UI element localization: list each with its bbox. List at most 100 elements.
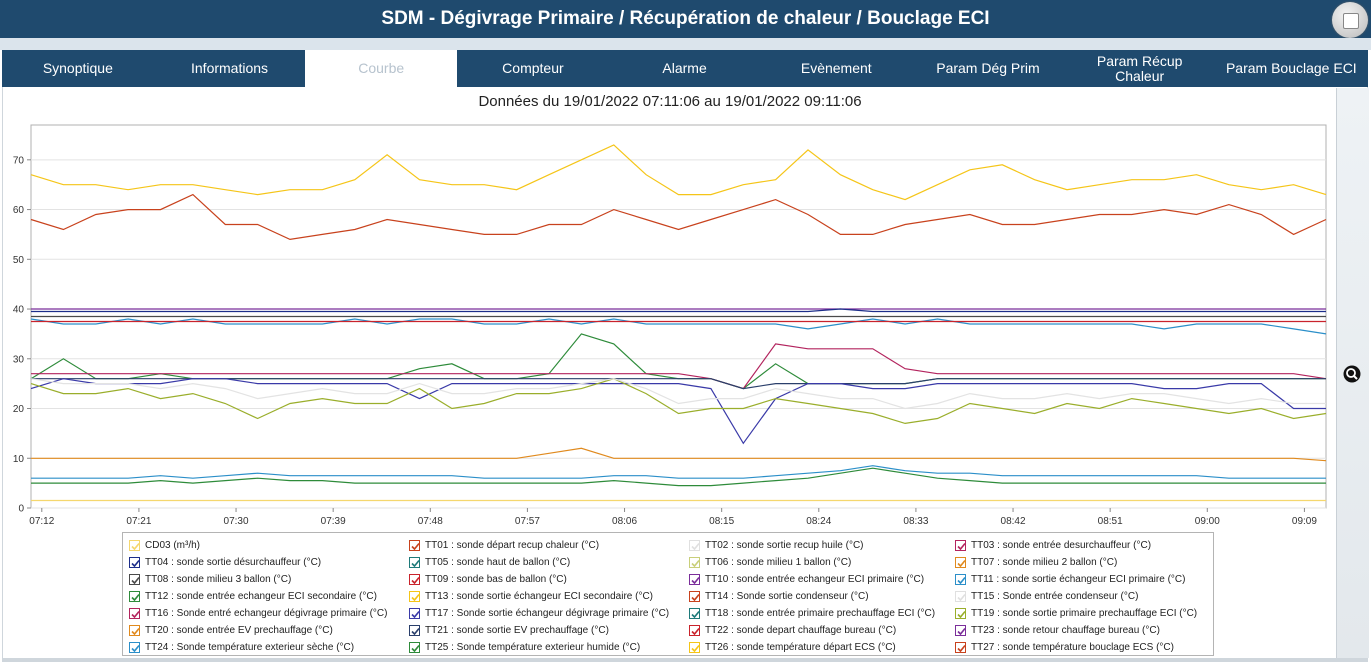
legend-label: TT17 : Sonde sortie échangeur dégivrage … — [425, 607, 670, 619]
tab-bar: Synoptique Informations Courbe Compteur Alar… — [2, 50, 1368, 87]
legend-item[interactable]: TT04 : sonde sortie désurchauffeur (°C) — [129, 554, 321, 570]
legend-item[interactable]: TT15 : Sonde entrée condenseur (°C) — [955, 588, 1138, 604]
tab-param-bouclage-eci[interactable]: Param Bouclage ECI — [1225, 60, 1357, 76]
legend-label: TT02 : sonde sortie recup huile (°C) — [705, 539, 864, 551]
checkbox-icon[interactable] — [129, 607, 140, 619]
legend-item[interactable]: TT11 : sonde sortie échangeur ECI primai… — [955, 571, 1185, 587]
checkbox-icon[interactable] — [955, 556, 966, 568]
legend-label: TT25 : Sonde température exterieur humid… — [425, 641, 641, 653]
legend-label: TT04 : sonde sortie désurchauffeur (°C) — [145, 556, 322, 568]
legend-label: TT05 : sonde haut de ballon (°C) — [425, 556, 571, 568]
legend-label: TT24 : Sonde température exterieur sèche… — [145, 641, 355, 653]
legend-label: CD03 (m³/h) — [145, 539, 201, 551]
legend-item[interactable]: TT13 : sonde sortie échangeur ECI second… — [409, 588, 653, 604]
tab-param-d-g-prim[interactable]: Param Dég Prim — [936, 60, 1040, 76]
x-tick-label: 07:21 — [126, 516, 151, 527]
legend-item[interactable]: TT18 : sonde entrée primaire prechauffag… — [689, 605, 935, 621]
legend-item[interactable]: TT21 : sonde sortie EV prechauffage (°C) — [409, 622, 609, 638]
legend-label: TT16 : Sonde entré echangeur dégivrage p… — [145, 607, 388, 619]
legend-label: TT20 : sonde entrée EV prechauffage (°C) — [145, 624, 333, 636]
legend-label: TT03 : sonde entrée desurchauffeur (°C) — [971, 539, 1152, 551]
checkbox-icon[interactable] — [129, 573, 140, 585]
legend-item[interactable]: TT07 : sonde milieu 2 ballon (°C) — [955, 554, 1117, 570]
legend-item[interactable]: TT02 : sonde sortie recup huile (°C) — [689, 537, 864, 553]
legend-item[interactable]: TT16 : Sonde entré echangeur dégivrage p… — [129, 605, 387, 621]
tab-ev-nement[interactable]: Evènement — [800, 60, 872, 76]
restore-icon — [1343, 13, 1359, 29]
checkbox-icon[interactable] — [409, 590, 420, 602]
legend-item[interactable]: TT17 : Sonde sortie échangeur dégivrage … — [409, 605, 669, 621]
legend-item[interactable]: TT03 : sonde entrée desurchauffeur (°C) — [955, 537, 1151, 553]
tab-synoptique[interactable]: Synoptique — [42, 60, 113, 76]
checkbox-icon[interactable] — [409, 539, 420, 551]
checkbox-icon[interactable] — [409, 556, 420, 568]
magnifier-icon[interactable] — [1343, 365, 1361, 383]
legend-item[interactable]: TT25 : Sonde température exterieur humid… — [409, 639, 640, 655]
y-tick-label: 50 — [13, 255, 25, 266]
series-line — [30, 318, 1327, 335]
checkbox-icon[interactable] — [129, 590, 140, 602]
legend-item[interactable]: TT06 : sonde milieu 1 ballon (°C) — [689, 554, 851, 570]
checkbox-icon[interactable] — [955, 573, 966, 585]
x-tick-label: 08:51 — [1098, 516, 1123, 527]
checkbox-icon[interactable] — [955, 607, 966, 619]
window-title: SDM - Dégivrage Primaire / Récupération … — [381, 8, 990, 29]
tab-param-r-cup-chaleur[interactable]: Param Récup Chaleur — [1096, 52, 1183, 84]
checkbox-icon[interactable] — [689, 641, 700, 653]
x-tick-label: 07:30 — [224, 516, 249, 527]
checkbox-icon[interactable] — [689, 624, 700, 636]
y-tick-label: 60 — [13, 205, 25, 216]
tab-compteur[interactable]: Compteur — [502, 60, 564, 76]
restore-window-button[interactable] — [1332, 2, 1368, 38]
legend-item[interactable]: TT19 : sonde sortie primaire prechauffag… — [955, 605, 1197, 621]
checkbox-icon[interactable] — [689, 539, 700, 551]
legend-item[interactable]: TT23 : sonde retour chauffage bureau (°C… — [955, 622, 1160, 638]
legend-item[interactable]: TT20 : sonde entrée EV prechauffage (°C) — [129, 622, 333, 638]
checkbox-icon[interactable] — [955, 539, 966, 551]
legend-label: TT13 : sonde sortie échangeur ECI second… — [425, 590, 653, 602]
legend-label: TT10 : sonde entrée echangeur ECI primai… — [705, 573, 925, 585]
checkbox-icon[interactable] — [689, 556, 700, 568]
legend-item[interactable]: TT05 : sonde haut de ballon (°C) — [409, 554, 570, 570]
legend-item[interactable]: TT10 : sonde entrée echangeur ECI primai… — [689, 571, 924, 587]
checkbox-icon[interactable] — [129, 641, 140, 653]
checkbox-icon[interactable] — [955, 641, 966, 653]
checkbox-icon[interactable] — [409, 624, 420, 636]
legend-label: TT23 : sonde retour chauffage bureau (°C… — [971, 624, 1160, 636]
legend-item[interactable]: TT26 : sonde température départ ECS (°C) — [689, 639, 896, 655]
checkbox-icon[interactable] — [955, 590, 966, 602]
tab-courbe[interactable]: Courbe — [305, 50, 458, 87]
tab-informations[interactable]: Informations — [191, 60, 269, 76]
y-tick-label: 70 — [13, 155, 25, 166]
checkbox-icon[interactable] — [689, 607, 700, 619]
legend-label: TT21 : sonde sortie EV prechauffage (°C) — [425, 624, 609, 636]
checkbox-icon[interactable] — [955, 624, 966, 636]
checkbox-icon[interactable] — [689, 573, 700, 585]
legend-item[interactable]: TT12 : sonde entrée echangeur ECI second… — [129, 588, 377, 604]
checkbox-icon[interactable] — [409, 641, 420, 653]
legend-item[interactable]: TT24 : Sonde température exterieur sèche… — [129, 639, 354, 655]
legend-item[interactable]: TT09 : sonde bas de ballon (°C) — [409, 571, 567, 587]
legend-label: TT15 : Sonde entrée condenseur (°C) — [971, 590, 1139, 602]
x-tick-label: 09:09 — [1292, 516, 1317, 527]
legend-item[interactable]: CD03 (m³/h) — [129, 537, 200, 553]
legend-item[interactable]: TT01 : sonde départ recup chaleur (°C) — [409, 537, 599, 553]
checkbox-icon[interactable] — [129, 539, 140, 551]
y-tick-label: 30 — [13, 354, 25, 365]
tab-alarme[interactable]: Alarme — [662, 60, 707, 76]
legend-label: TT11 : sonde sortie échangeur ECI primai… — [971, 573, 1186, 585]
line-chart[interactable]: 0 10 20 30 40 50 60 70 07:12 07:21 07:30 07:39 07:48… — [0, 115, 1340, 530]
legend-item[interactable]: TT22 : sonde depart chauffage bureau (°C… — [689, 622, 896, 638]
legend-item[interactable]: TT14 : Sonde sortie condenseur (°C) — [689, 588, 869, 604]
checkbox-icon[interactable] — [689, 590, 700, 602]
x-tick-label: 07:48 — [418, 516, 443, 527]
series-line — [30, 378, 1327, 425]
series-line — [30, 144, 1327, 201]
checkbox-icon[interactable] — [129, 556, 140, 568]
checkbox-icon[interactable] — [409, 573, 420, 585]
legend-label: TT22 : sonde depart chauffage bureau (°C… — [705, 624, 897, 636]
checkbox-icon[interactable] — [409, 607, 420, 619]
legend-item[interactable]: TT08 : sonde milieu 3 ballon (°C) — [129, 571, 291, 587]
checkbox-icon[interactable] — [129, 624, 140, 636]
legend-item[interactable]: TT27 : sonde température bouclage ECS (°… — [955, 639, 1174, 655]
